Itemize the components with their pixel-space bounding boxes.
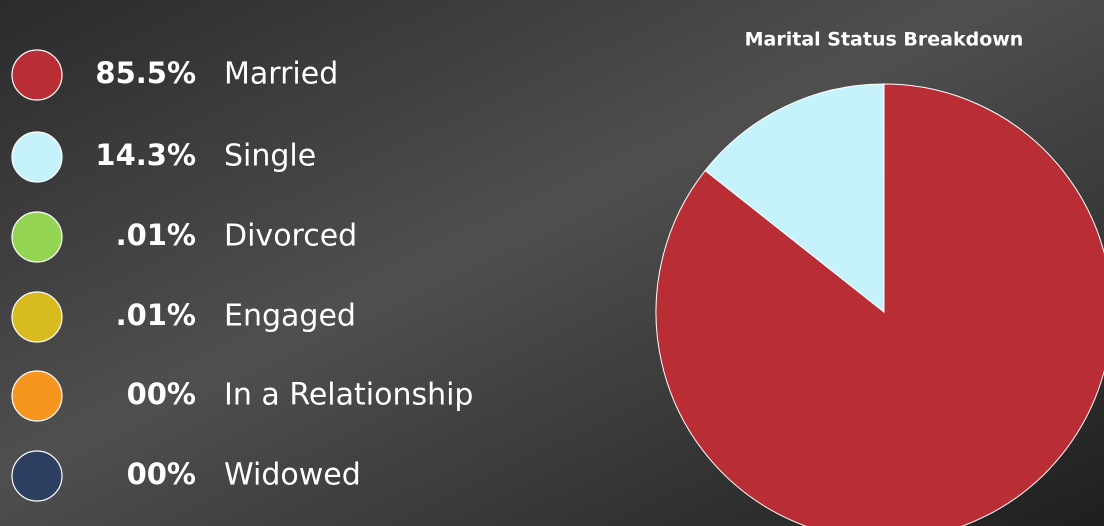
legend-value: 00% [127,377,196,411]
legend-value: .01% [116,298,196,332]
legend-value: 85.5% [95,56,196,90]
legend-swatch [11,131,63,183]
legend-label: Married [224,57,338,92]
legend-label: Single [224,139,316,174]
legend-label: In a Relationship [224,378,473,413]
pie-slice [704,83,885,314]
legend-label: Widowed [224,458,361,493]
pie-slice [655,83,1104,526]
legend-swatch [11,49,63,101]
legend-label: Divorced [224,219,357,254]
legend-swatch [11,211,63,263]
legend-value: 00% [127,457,196,491]
legend-value: .01% [116,218,196,252]
legend-label: Engaged [224,299,356,334]
legend-swatch [11,370,63,422]
legend-swatch [11,291,63,343]
legend-swatch [11,450,63,502]
chart-title: Marital Status Breakdown [745,29,1024,51]
legend-value: 14.3% [95,138,196,172]
